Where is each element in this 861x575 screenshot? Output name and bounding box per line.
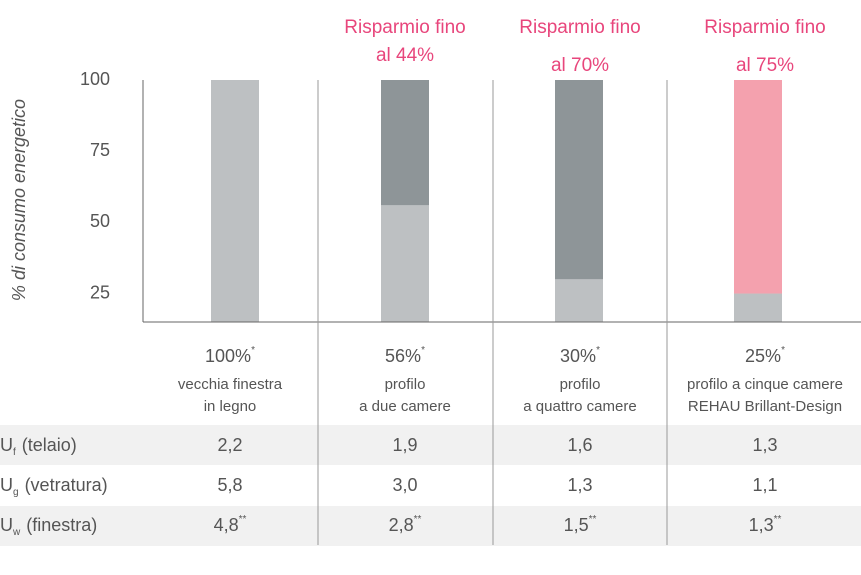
cell: 1,3 bbox=[567, 475, 592, 495]
row-name: (vetratura) bbox=[25, 475, 108, 495]
row-label: Uf (telaio) bbox=[0, 435, 77, 458]
cell: 1,6 bbox=[567, 435, 592, 455]
cell-mark: ** bbox=[774, 514, 782, 525]
value-label: 100%* bbox=[205, 345, 255, 366]
annotation: al 44% bbox=[376, 45, 434, 66]
row-sub: w bbox=[12, 527, 21, 538]
y-tick-label: 50 bbox=[90, 211, 110, 231]
row-symbol: U bbox=[0, 435, 13, 455]
annotation: Risparmio fino bbox=[344, 17, 465, 38]
row-label: Uw (finestra) bbox=[0, 515, 97, 538]
bar-segment bbox=[381, 80, 429, 206]
row-sub: f bbox=[13, 447, 16, 458]
annotation: Risparmio fino bbox=[704, 17, 825, 38]
value-label: 56%* bbox=[385, 345, 425, 366]
value-label-text: 100% bbox=[205, 346, 251, 366]
footnote-mark: * bbox=[421, 345, 425, 356]
bar-segment bbox=[555, 279, 603, 322]
footnote-mark: * bbox=[781, 345, 785, 356]
annotation: al 75% bbox=[736, 55, 794, 76]
value-label: 25%* bbox=[745, 345, 785, 366]
cell: 4,8** bbox=[214, 514, 247, 535]
row-sub: g bbox=[13, 487, 19, 498]
value-label: 30%* bbox=[560, 345, 600, 366]
bar-segment bbox=[211, 80, 259, 322]
cell: 1,3** bbox=[749, 514, 782, 535]
category-label: REHAU Brillant-Design bbox=[688, 398, 842, 415]
bar-segment bbox=[555, 80, 603, 280]
cell-value: 1,6 bbox=[567, 435, 592, 455]
cell-value: 1,1 bbox=[752, 475, 777, 495]
y-tick-label: 100 bbox=[80, 69, 110, 89]
bar-segment bbox=[381, 205, 429, 322]
row-label: Ug (vetratura) bbox=[0, 475, 108, 498]
footnote-mark: * bbox=[596, 345, 600, 356]
value-label-text: 30% bbox=[560, 346, 596, 366]
annotation: al 70% bbox=[551, 55, 609, 76]
y-tick-label: 75 bbox=[90, 140, 110, 160]
cell: 3,0 bbox=[392, 475, 417, 495]
bar-segment bbox=[734, 293, 782, 322]
value-label-text: 25% bbox=[745, 346, 781, 366]
footnote-mark: * bbox=[251, 345, 255, 356]
cell: 2,8** bbox=[389, 514, 422, 535]
row-symbol: U bbox=[0, 475, 13, 495]
cell: 1,3 bbox=[752, 435, 777, 455]
cell-value: 1,5 bbox=[564, 515, 589, 535]
cell-value: 1,3 bbox=[752, 435, 777, 455]
cell-value: 3,0 bbox=[392, 475, 417, 495]
bar-segment bbox=[734, 80, 782, 294]
category-label: a quattro camere bbox=[523, 398, 636, 415]
category-label: profilo a cinque camere bbox=[687, 376, 843, 393]
cell: 2,2 bbox=[217, 435, 242, 455]
cell-value: 1,9 bbox=[392, 435, 417, 455]
cell-value: 2,8 bbox=[389, 515, 414, 535]
row-name: (finestra) bbox=[26, 515, 97, 535]
row-name: (telaio) bbox=[22, 435, 77, 455]
category-label: vecchia finestra bbox=[178, 376, 283, 393]
category-label: profilo bbox=[385, 376, 426, 393]
cell-value: 2,2 bbox=[217, 435, 242, 455]
category-label: a due camere bbox=[359, 398, 451, 415]
cell: 5,8 bbox=[217, 475, 242, 495]
value-label-text: 56% bbox=[385, 346, 421, 366]
cell: 1,5** bbox=[564, 514, 597, 535]
cell-value: 5,8 bbox=[217, 475, 242, 495]
cell-value: 1,3 bbox=[749, 515, 774, 535]
row-bg bbox=[0, 425, 861, 465]
cell-value: 4,8 bbox=[214, 515, 239, 535]
cell-value: 1,3 bbox=[567, 475, 592, 495]
cell: 1,1 bbox=[752, 475, 777, 495]
cell: 1,9 bbox=[392, 435, 417, 455]
cell-mark: ** bbox=[589, 514, 597, 525]
category-label: profilo bbox=[560, 376, 601, 393]
y-axis-title: % di consumo energetico bbox=[9, 99, 29, 301]
row-symbol: U bbox=[0, 515, 13, 535]
annotation: Risparmio fino bbox=[519, 17, 640, 38]
category-label: in legno bbox=[204, 398, 257, 415]
row-bg bbox=[0, 506, 861, 546]
cell-mark: ** bbox=[414, 514, 422, 525]
y-tick-label: 25 bbox=[90, 282, 110, 302]
cell-mark: ** bbox=[239, 514, 247, 525]
